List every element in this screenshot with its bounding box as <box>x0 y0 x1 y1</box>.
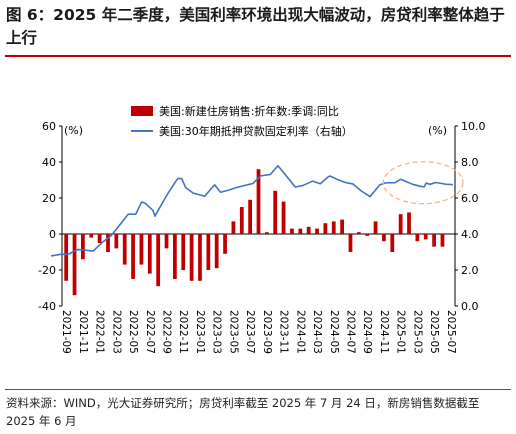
x-tick-label: 2023-01 <box>194 310 206 354</box>
left-tick-label: 20 <box>42 192 56 205</box>
bar-2023-08 <box>256 169 261 234</box>
bar-2022-01 <box>97 234 102 243</box>
title-divider <box>5 55 511 57</box>
bar-2024-11 <box>382 234 386 242</box>
bar-2024-03 <box>315 228 319 234</box>
x-tick-label: 2022-11 <box>177 310 189 354</box>
bar-2023-04 <box>223 234 227 254</box>
x-tick-label: 2023-05 <box>227 310 239 354</box>
x-tick-label: 2024-11 <box>378 310 390 354</box>
bar-2024-05 <box>331 221 336 234</box>
bar-2022-09 <box>164 234 169 249</box>
x-tick-label: 2025-05 <box>428 310 440 354</box>
bar-2024-02 <box>306 226 311 234</box>
bar-2022-06 <box>139 234 144 265</box>
x-tick-label: 2021-09 <box>60 310 72 354</box>
bars-layer <box>64 169 445 296</box>
bar-2025-04 <box>423 234 428 240</box>
right-tick-label: 6.0 <box>461 192 479 205</box>
bar-2024-07 <box>348 234 353 252</box>
bar-2021-11 <box>81 234 85 260</box>
x-tick-label: 2024-01 <box>294 310 306 354</box>
bar-2022-11 <box>181 234 186 270</box>
bar-2022-02 <box>106 234 110 252</box>
bar-2025-03 <box>415 234 420 242</box>
bar-2021-09 <box>64 234 69 281</box>
bar-2024-09 <box>365 234 370 236</box>
left-axis-ticks: 60 40 20 0 -20 -40 <box>38 120 62 313</box>
x-tick-label: 2022-07 <box>144 310 156 354</box>
left-tick-label: -20 <box>38 264 56 277</box>
bar-2024-08 <box>356 232 361 234</box>
x-tick-label: 2022-05 <box>127 310 139 354</box>
legend: 美国:新建住房销售:折年数:季调:同比 美国:30年期抵押贷款固定利率（右轴） <box>131 104 353 138</box>
bar-2024-01 <box>298 228 303 234</box>
right-tick-label: 4.0 <box>461 228 479 241</box>
bar-2025-01 <box>398 214 403 234</box>
left-axis-unit: (%) <box>64 124 83 137</box>
bar-2022-12 <box>189 234 194 281</box>
left-tick-label: 40 <box>42 156 56 169</box>
x-tick-label: 2021-11 <box>77 310 89 354</box>
bar-2024-04 <box>323 223 328 234</box>
highlight-ellipse <box>382 161 464 205</box>
x-tick-label: 2024-03 <box>311 310 323 354</box>
bar-2023-09 <box>264 232 269 234</box>
bar-2021-12 <box>89 234 94 238</box>
bar-2022-10 <box>173 234 177 279</box>
bar-2025-06 <box>440 234 445 247</box>
bar-2024-06 <box>340 219 344 234</box>
left-tick-label: 60 <box>42 120 56 133</box>
bar-2023-05 <box>231 221 236 234</box>
bar-2023-12 <box>290 228 294 234</box>
x-tick-label: 2023-11 <box>278 310 290 354</box>
bar-2022-03 <box>114 234 119 249</box>
left-tick-label: -40 <box>38 300 56 313</box>
right-tick-label: 2.0 <box>461 264 479 277</box>
bar-2023-11 <box>281 201 286 234</box>
x-tick-label: 2023-09 <box>261 310 273 354</box>
x-tick-label: 2024-09 <box>361 310 373 354</box>
bar-2025-05 <box>432 234 436 247</box>
mortgage-rate-line <box>50 164 454 257</box>
chart-title: 图 6：2025 年二季度，美国利率环境出现大幅波动，房贷利率整体趋于上行 <box>6 6 505 47</box>
bar-2022-07 <box>147 234 152 274</box>
bar-2023-06 <box>239 207 244 234</box>
right-tick-label: 0.0 <box>461 300 479 313</box>
x-tick-label: 2023-07 <box>244 310 256 354</box>
chart: 60 40 20 0 -20 -40 10.0 8.0 6.0 4.0 2.0 0.0 2021-0… <box>38 104 486 354</box>
x-tick-label: 2024-05 <box>328 310 340 354</box>
x-tick-label: 2025-03 <box>411 310 423 354</box>
legend-line-label: 美国:30年期抵押贷款固定利率（右轴） <box>159 124 353 138</box>
x-tick-label: 2024-07 <box>344 310 356 354</box>
bar-2025-02 <box>407 212 411 234</box>
right-axis-ticks: 10.0 8.0 6.0 4.0 2.0 0.0 <box>455 120 486 313</box>
x-tick-label: 2025-07 <box>445 310 457 354</box>
source-divider <box>5 389 511 390</box>
legend-bar-swatch <box>131 106 153 116</box>
left-tick-label: 0 <box>49 228 56 241</box>
bar-2023-07 <box>248 199 253 234</box>
bar-2023-02 <box>206 234 211 270</box>
bar-2024-12 <box>390 234 395 252</box>
right-axis-unit: (%) <box>428 124 447 137</box>
x-tick-label: 2022-01 <box>94 310 106 354</box>
x-tick-label: 2023-03 <box>211 310 223 354</box>
right-tick-label: 10.0 <box>461 120 486 133</box>
bar-2024-10 <box>373 221 378 234</box>
source-note: 资料来源：WIND，光大证券研究所；房贷利率截至 2025 年 7 月 24 日… <box>6 396 480 428</box>
bar-2022-05 <box>131 234 135 279</box>
x-tick-label: 2025-01 <box>395 310 407 354</box>
bar-2023-03 <box>214 234 219 269</box>
x-tick-label: 2022-03 <box>110 310 122 354</box>
bar-2022-08 <box>156 234 161 287</box>
legend-bar-label: 美国:新建住房销售:折年数:季调:同比 <box>159 104 339 118</box>
right-tick-label: 8.0 <box>461 156 479 169</box>
x-tick-label: 2022-09 <box>161 310 173 354</box>
bar-2021-10 <box>72 234 77 296</box>
bar-2023-01 <box>198 234 202 281</box>
bar-2022-04 <box>122 234 127 265</box>
x-axis-ticks: 2021-09 2021-11 2022-01 2022-03 2022-05 2022-… <box>60 310 457 354</box>
bar-2023-10 <box>273 190 278 234</box>
